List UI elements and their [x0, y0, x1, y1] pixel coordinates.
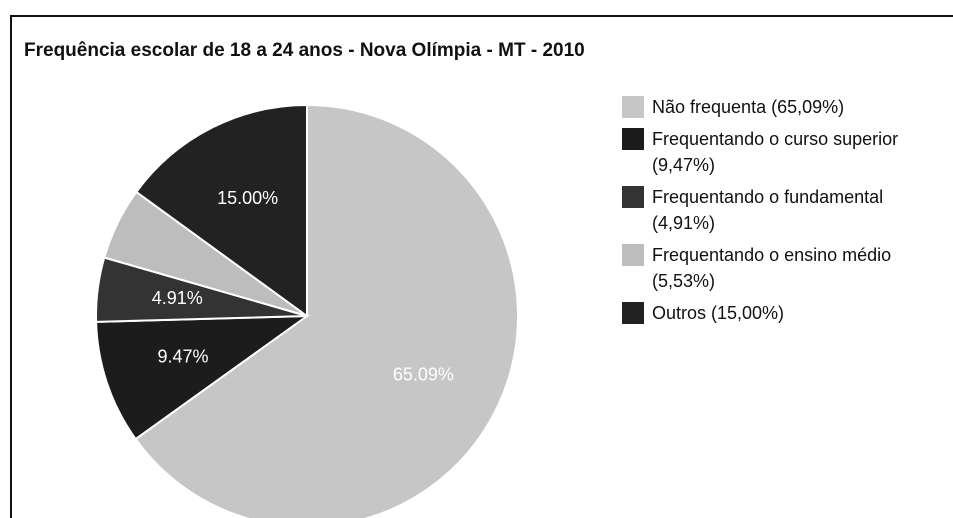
legend-swatch — [622, 302, 644, 324]
data-label: 15.00% — [217, 188, 278, 208]
legend-label: Frequentando o fundamental (4,91%) — [652, 187, 884, 233]
data-label: 4.91% — [152, 288, 203, 308]
pie-slice — [95, 314, 311, 441]
legend-swatch — [622, 186, 644, 208]
legend-item: Outros (15,00%) — [622, 300, 942, 326]
legend-item: Frequentando o curso superior (9,47%) — [622, 126, 942, 178]
legend-item: Não frequenta (65,09%) — [622, 94, 942, 120]
legend-item: Frequentando o fundamental (4,91%) — [622, 184, 942, 236]
legend-swatch — [622, 96, 644, 118]
data-label: 9.47% — [158, 347, 209, 367]
pie-slice — [134, 103, 308, 318]
legend-label: Frequentando o ensino médio (5,53%) — [652, 245, 892, 291]
legend-item: Frequentando o ensino médio (5,53%) — [622, 242, 942, 294]
legend: Não frequenta (65,09%) Frequentando o cur… — [622, 94, 942, 332]
legend-swatch — [622, 128, 644, 150]
chart-title: Frequência escolar de 18 a 24 anos - Nov… — [24, 40, 585, 61]
legend-label: Frequentando o curso superior (9,47%) — [652, 129, 899, 175]
legend-label: Não frequenta (65,09%) — [652, 97, 845, 117]
data-label: 65.09% — [393, 364, 454, 384]
pie-slice — [134, 103, 519, 518]
legend-swatch — [622, 244, 644, 266]
frame — [10, 15, 953, 518]
legend-label: Outros (15,00%) — [652, 303, 785, 323]
